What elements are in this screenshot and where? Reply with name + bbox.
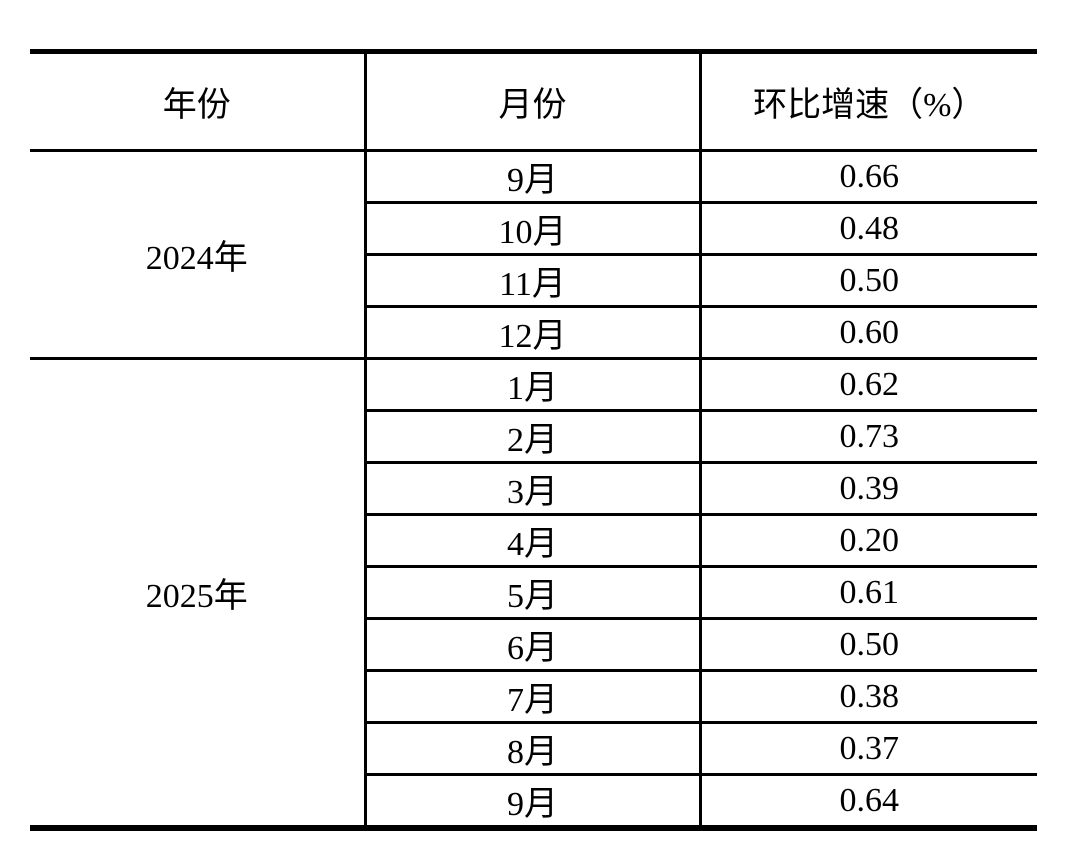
month-cell: 12月 [363,306,700,360]
value-cell: 0.48 [698,202,1037,256]
header-growth-rate: 环比增速（%） [698,51,1037,152]
month-cell: 7月 [363,670,700,724]
table-row: 4月 0.20 [30,514,1037,568]
table-row: 3月 0.39 [30,462,1037,516]
table-row: 11月 0.50 [30,254,1037,308]
value-cell: 0.60 [698,306,1037,360]
month-cell: 3月 [363,462,700,516]
value-cell: 0.61 [698,566,1037,620]
table-row: 7月 0.38 [30,670,1037,724]
header-row: 年份 月份 环比增速（%） [30,51,1037,152]
header-month: 月份 [363,51,700,152]
year-cell: 2025年 [30,358,365,830]
month-cell: 11月 [363,254,700,308]
value-cell: 0.38 [698,670,1037,724]
month-cell: 10月 [363,202,700,256]
table-row: 12月 0.60 [30,306,1037,360]
month-cell: 9月 [363,150,700,204]
value-cell: 0.50 [698,254,1037,308]
table-row: 10月 0.48 [30,202,1037,256]
value-cell: 0.62 [698,358,1037,412]
header-year: 年份 [30,51,365,152]
table-row: 8月 0.37 [30,722,1037,776]
monthly-growth-table: 年份 月份 环比增速（%） 2024年 9月 0.66 10月 0.48 11月 0.50 1… [30,49,1037,831]
value-cell: 0.66 [698,150,1037,204]
table-row: 6月 0.50 [30,618,1037,672]
value-cell: 0.73 [698,410,1037,464]
table-row: 9月 0.64 [30,774,1037,830]
month-cell: 5月 [363,566,700,620]
table-row: 2月 0.73 [30,410,1037,464]
month-cell: 6月 [363,618,700,672]
month-cell: 8月 [363,722,700,776]
year-cell: 2024年 [30,150,365,360]
value-cell: 0.50 [698,618,1037,672]
monthly-growth-table-wrap: 年份 月份 环比增速（%） 2024年 9月 0.66 10月 0.48 11月 0.50 1… [30,49,1037,831]
value-cell: 0.20 [698,514,1037,568]
month-cell: 4月 [363,514,700,568]
table-row: 5月 0.61 [30,566,1037,620]
value-cell: 0.39 [698,462,1037,516]
month-cell: 1月 [363,358,700,412]
month-cell: 2月 [363,410,700,464]
value-cell: 0.37 [698,722,1037,776]
table-row: 2025年 1月 0.62 [30,358,1037,830]
table-body: 2024年 9月 0.66 10月 0.48 11月 0.50 12月 0.60 2025年 1月 0… [30,150,1037,830]
value-cell: 0.64 [698,774,1037,830]
month-cell: 9月 [363,774,700,830]
table-row: 2024年 9月 0.66 [30,150,1037,360]
